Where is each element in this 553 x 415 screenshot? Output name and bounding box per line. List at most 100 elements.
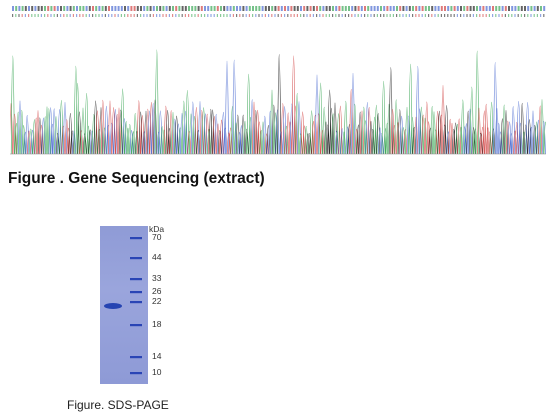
base-call-mark — [428, 6, 430, 11]
trace-peak — [27, 130, 31, 155]
trace-peak — [433, 129, 438, 155]
trace-peak — [309, 110, 314, 155]
base-call-tick — [511, 14, 513, 17]
trace-peak — [279, 131, 283, 155]
trace-peak — [194, 107, 199, 155]
trace-peak — [507, 121, 512, 155]
base-call-mark — [485, 6, 488, 11]
trace-peak — [264, 133, 269, 155]
base-call-tick — [447, 14, 449, 17]
trace-peak — [441, 85, 445, 155]
trace-peak — [225, 60, 229, 155]
base-call-mark — [543, 6, 546, 11]
trace-peak — [64, 119, 69, 155]
base-call-mark — [453, 6, 456, 11]
base-call-tick — [50, 14, 52, 17]
trace-peak — [484, 103, 489, 155]
base-call-tick — [127, 14, 129, 17]
base-call-tick — [108, 14, 110, 17]
base-call-mark — [152, 6, 155, 11]
base-call-mark — [290, 6, 293, 11]
trace-peak — [135, 130, 139, 155]
base-call-mark — [95, 6, 98, 11]
trace-peak — [306, 133, 310, 155]
base-call-tick — [540, 14, 542, 17]
base-call-tick — [344, 14, 346, 17]
base-call-mark — [204, 6, 206, 11]
trace-peak — [241, 114, 246, 155]
trace-peak — [174, 115, 179, 155]
base-call-tick — [472, 14, 474, 17]
base-call-mark — [149, 6, 152, 11]
base-call-tick — [469, 14, 471, 17]
base-call-mark — [216, 6, 219, 11]
base-call-tick — [520, 14, 522, 17]
base-call-tick — [396, 14, 398, 17]
trace-peak — [450, 122, 454, 155]
trace-peak — [10, 103, 13, 155]
trace-peak — [70, 130, 75, 155]
trace-peak — [315, 74, 319, 155]
base-call-mark — [34, 6, 37, 11]
gel-bands-svg — [104, 237, 142, 375]
base-call-tick — [322, 14, 324, 17]
trace-peak — [286, 112, 291, 155]
trace-peak — [32, 119, 37, 155]
base-call-tick — [76, 14, 78, 17]
base-call-mark — [232, 6, 235, 11]
base-call-tick — [242, 14, 244, 17]
base-call-mark — [108, 6, 110, 11]
trace-peak — [136, 100, 141, 155]
trace-peak — [75, 82, 80, 155]
base-call-mark — [536, 6, 539, 11]
trace-peak — [262, 116, 267, 155]
base-call-tick — [172, 14, 174, 17]
base-call-tick — [31, 14, 33, 17]
base-call-mark — [354, 6, 357, 11]
base-call-mark — [386, 6, 389, 11]
base-call-mark — [56, 6, 59, 11]
base-call-mark — [220, 6, 222, 11]
trace-peak — [261, 121, 265, 155]
marker-label: 26 — [152, 286, 162, 296]
base-call-mark — [488, 6, 491, 11]
base-call-tick — [492, 14, 494, 17]
base-call-tick — [364, 14, 366, 17]
base-call-mark — [492, 6, 494, 11]
trace-peak — [79, 130, 84, 155]
trace-peak — [534, 121, 539, 155]
base-call-tick — [24, 14, 26, 17]
base-call-tick — [367, 14, 369, 17]
base-call-mark — [328, 6, 331, 11]
trace-peak — [36, 110, 40, 155]
trace-peak — [363, 120, 368, 155]
gene-sequencing-caption: Figure . Gene Sequencing (extract) — [8, 170, 265, 187]
base-call-tick — [373, 14, 375, 17]
base-call-mark — [399, 6, 402, 11]
trace-peak — [73, 65, 78, 155]
base-call-tick — [181, 14, 183, 17]
base-call-tick — [248, 14, 250, 17]
base-call-mark — [303, 6, 306, 11]
trace-peak — [176, 123, 181, 155]
base-call-mark — [92, 6, 94, 11]
trace-peak — [84, 93, 89, 155]
base-call-tick — [527, 14, 529, 17]
base-call-mark — [360, 6, 363, 11]
marker-label: 18 — [152, 319, 162, 329]
ladder-band — [130, 372, 142, 375]
trace-peak — [446, 131, 451, 155]
base-call-mark — [466, 6, 469, 11]
trace-peak — [108, 100, 112, 155]
trace-peak — [307, 132, 312, 155]
base-call-tick — [277, 14, 279, 17]
trace-peak — [543, 121, 546, 155]
trace-peak — [237, 132, 242, 155]
base-call-tick — [450, 14, 452, 17]
base-call-mark — [178, 6, 181, 11]
base-call-mark — [50, 6, 53, 11]
base-call-mark — [408, 6, 411, 11]
base-call-tick — [37, 14, 39, 17]
base-call-mark — [258, 6, 261, 11]
base-call-mark — [501, 6, 504, 11]
